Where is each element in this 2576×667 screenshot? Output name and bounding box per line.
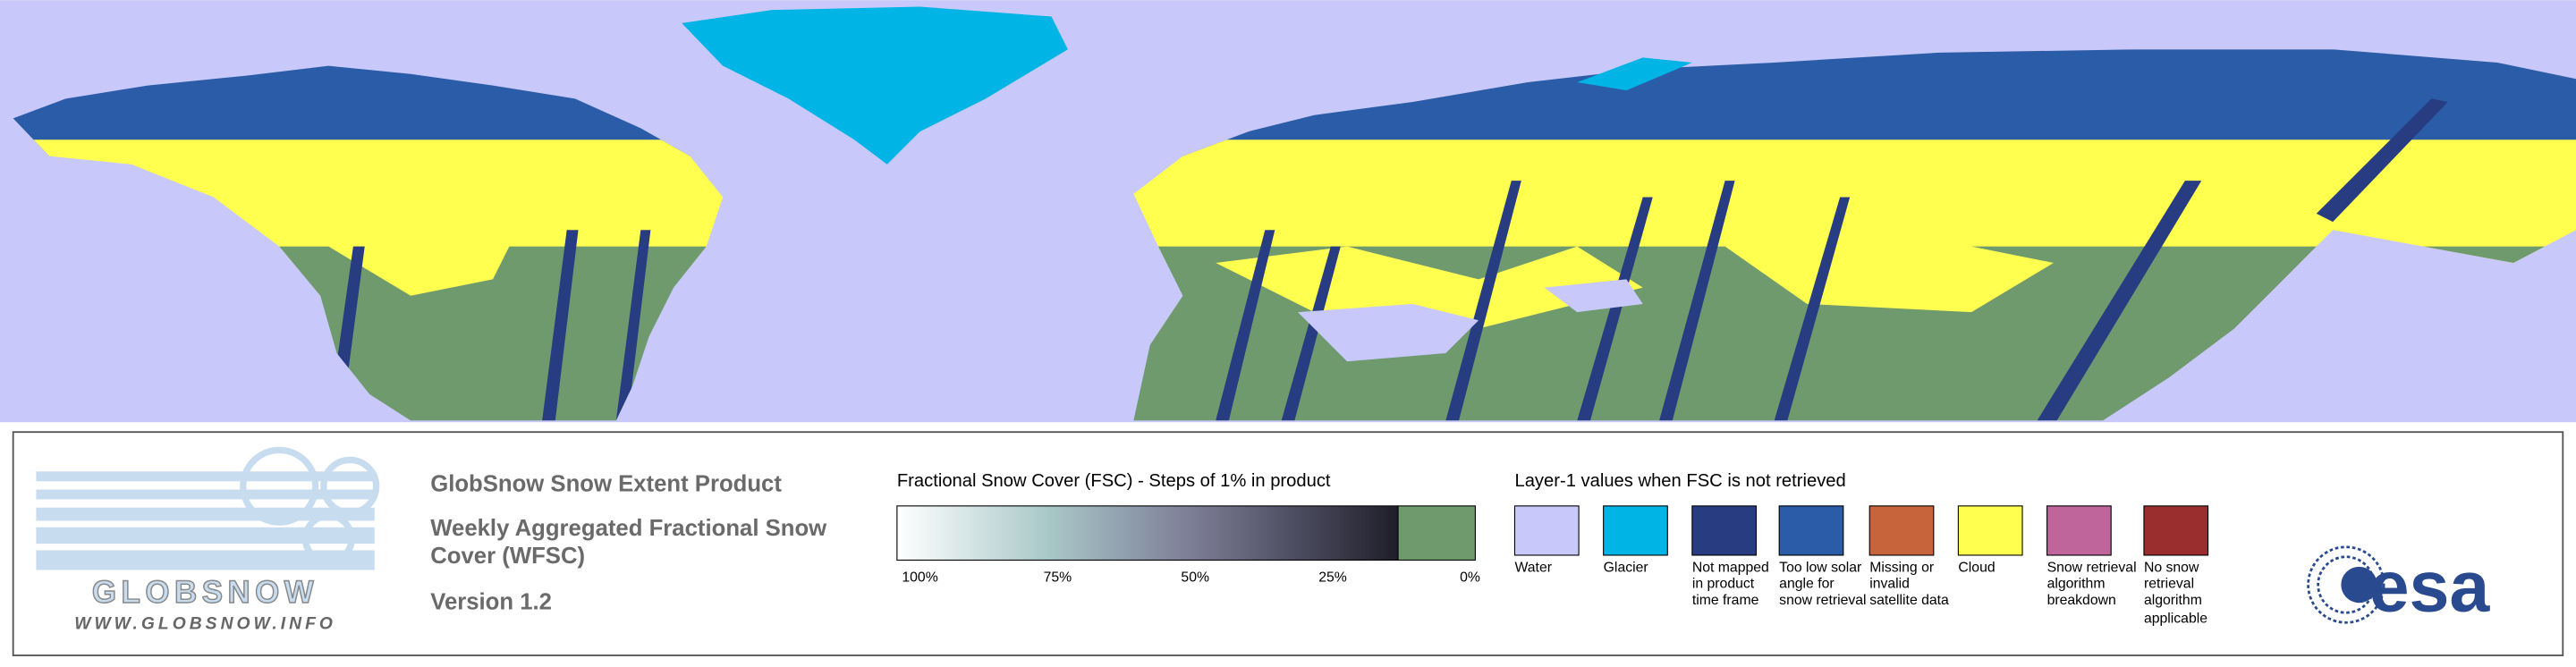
- swatch: [1513, 505, 1580, 556]
- logo-url: WWW.GLOBSNOW.INFO: [74, 615, 336, 634]
- swatch-label-box: Cloud: [1958, 558, 1996, 575]
- swatch-label: Water: [1514, 558, 1552, 575]
- product-title: GlobSnow Snow Extent Product: [430, 471, 782, 496]
- map: [0, 0, 2576, 423]
- product-subtitle: Weekly Aggregated Fractional Snow Cover …: [430, 514, 827, 569]
- glacier: [1577, 57, 1692, 91]
- swatch-label: No snow retrieval algorithm applicable: [2143, 558, 2208, 626]
- greenland: [682, 6, 1068, 165]
- fsc-label: 100%: [902, 570, 937, 585]
- swatch-label: Snow retrieval algorithm breakdown: [2046, 558, 2137, 609]
- swatch-label: Not mapped in product time frame: [1691, 558, 1769, 609]
- swatch-label: Glacier: [1603, 558, 1648, 575]
- swatch-label-box: Glacier: [1603, 558, 1648, 575]
- swatch-label-box: Not mapped in product time frame: [1691, 558, 1769, 609]
- swatch: [2143, 505, 2209, 556]
- fsc-label: 0%: [1460, 570, 1480, 585]
- swatch: [1957, 505, 2023, 556]
- swatch: [1691, 505, 1758, 556]
- product-version: Version 1.2: [430, 590, 552, 615]
- product-subtitle-box: Weekly Aggregated Fractional Snow Cover …: [430, 514, 827, 569]
- fsc-label: 25%: [1318, 570, 1347, 585]
- swatch-label: Missing or invalid satellite data: [1869, 558, 1949, 609]
- layer1-title: Layer-1 values when FSC is not retrieved: [1514, 471, 1845, 491]
- swatch-label: Too low solar angle for snow retrieval: [1779, 558, 1867, 609]
- globsnow-logo: GLOBSNOW WWW.GLOBSNOW.INFO: [36, 446, 380, 634]
- swatch-label-box: No snow retrieval algorithm applicable: [2143, 558, 2208, 626]
- fsc-zero: [1397, 505, 1476, 561]
- mediterranean: [1298, 303, 1479, 362]
- swatch-label-box: Water: [1514, 558, 1552, 575]
- fsc-title: Fractional Snow Cover (FSC) - Steps of 1…: [897, 471, 1331, 491]
- swatch-label-box: Snow retrieval algorithm breakdown: [2046, 558, 2137, 609]
- fsc-gradient: [896, 505, 1399, 561]
- swatch: [1603, 505, 1668, 556]
- swatch: [1778, 505, 1844, 556]
- layer1-swatches: Water Glacier Not mapped in product time f…: [1513, 505, 2209, 626]
- fsc-labels: 100% 75% 50% 25% 0%: [902, 570, 1480, 585]
- swatch: [1868, 505, 1935, 556]
- fsc-label: 50%: [1181, 570, 1209, 585]
- swatch-label: Cloud: [1958, 558, 1996, 575]
- esa-text: esa: [2369, 546, 2491, 627]
- swatch-label-box: Too low solar angle for snow retrieval: [1779, 558, 1867, 609]
- esa-logo: esa: [2307, 545, 2491, 627]
- swatch: [2046, 505, 2112, 556]
- logo-name: GLOBSNOW: [92, 575, 318, 610]
- fsc-label: 75%: [1044, 570, 1072, 585]
- black-sea: [1544, 279, 1643, 313]
- swatch-label-box: Missing or invalid satellite data: [1869, 558, 1949, 609]
